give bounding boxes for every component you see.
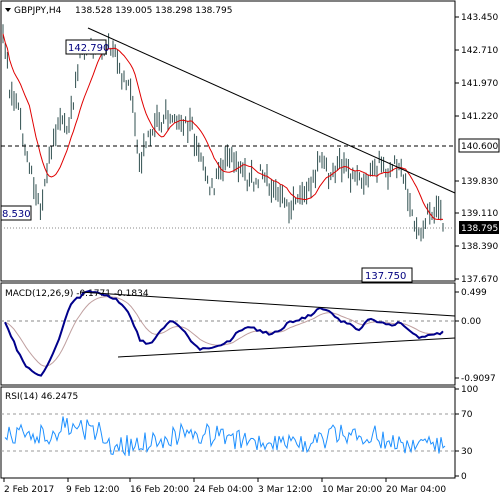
rsi-tick: 30 xyxy=(461,447,473,457)
rsi-line xyxy=(4,416,446,457)
low-annotation-box xyxy=(361,267,413,283)
time-axis: 2 Feb 2017 9 Feb 12:00 16 Feb 20:00 24 F… xyxy=(3,478,446,495)
level-price-box xyxy=(458,138,500,153)
time-tick: 9 Feb 12:00 xyxy=(66,485,120,495)
left-annotation: 8.530 xyxy=(2,209,31,220)
high-annotation: 142.790 xyxy=(68,43,109,54)
macd-trendline-upper[interactable] xyxy=(79,291,456,317)
rsi-tick: 0 xyxy=(461,472,467,482)
ohlc-label: 138.528 139.005 138.298 138.795 xyxy=(75,6,232,16)
macd-tick: -0.9097 xyxy=(461,374,496,384)
rsi-tick: 70 xyxy=(461,410,473,420)
price-axis: 143.450 142.710 141.970 141.220 139.830 … xyxy=(455,13,498,285)
price-tick: 143.450 xyxy=(461,13,498,23)
time-tick: 20 Mar 04:00 xyxy=(386,485,446,495)
price-tick: 139.110 xyxy=(461,209,498,219)
price-tick: 141.970 xyxy=(461,79,498,89)
current-price-label: 138.795 xyxy=(461,224,498,234)
time-tick: 24 Feb 04:00 xyxy=(194,485,253,495)
trendline[interactable] xyxy=(87,27,456,194)
rsi-title: RSI(14) 46.2475 xyxy=(5,392,78,402)
current-price-box xyxy=(459,221,499,234)
price-tick: 139.830 xyxy=(461,177,498,187)
price-tick: 141.220 xyxy=(461,112,498,122)
time-tick: 2 Feb 2017 xyxy=(4,485,54,495)
level-price-label: 140.600 xyxy=(461,142,498,152)
symbol-label: GBPJPY,H4 xyxy=(14,6,62,16)
macd-tick: 0.00 xyxy=(461,317,481,327)
left-annotation-box xyxy=(0,205,32,221)
macd-trendline-lower[interactable] xyxy=(117,337,456,358)
time-tick: 16 Feb 20:00 xyxy=(130,485,189,495)
triangle-down-icon[interactable] xyxy=(5,8,11,12)
price-tick: 142.710 xyxy=(461,46,498,56)
rsi-tick: 100 xyxy=(461,385,478,395)
price-tick: 137.670 xyxy=(461,275,498,285)
price-tick: 138.390 xyxy=(461,242,498,252)
macd-panel xyxy=(0,282,456,386)
macd-tick: 0.499 xyxy=(461,288,487,298)
high-annotation-box xyxy=(65,39,107,55)
low-annotation: 137.750 xyxy=(365,271,406,282)
time-tick: 3 Mar 12:00 xyxy=(258,485,313,495)
macd-title: MACD(12,26,9) -0.1771 -0.1834 xyxy=(5,289,149,299)
rsi-panel xyxy=(0,386,456,479)
moving-average-line xyxy=(2,33,444,221)
macd-main-line xyxy=(4,289,444,377)
time-tick: 10 Mar 20:00 xyxy=(322,485,382,495)
